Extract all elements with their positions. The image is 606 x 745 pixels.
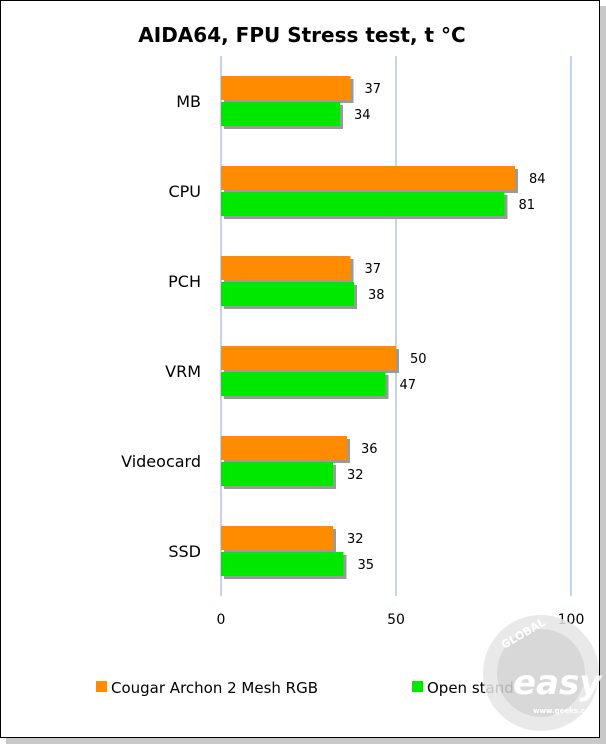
bar-cougar-videocard xyxy=(221,436,347,460)
bar-open-stand-pch xyxy=(221,282,354,306)
chart-title: AIDA64, FPU Stress test, t °C xyxy=(138,23,465,47)
bar-open-stand-mb xyxy=(221,102,340,126)
watermark-logo: GLOBAL easy www.geeks.com xyxy=(483,615,603,731)
bar-cougar-ssd xyxy=(221,526,333,550)
value-label-open-stand-ssd: 35 xyxy=(358,558,375,573)
legend: Cougar Archon 2 Mesh RGB Open stand xyxy=(96,679,514,697)
value-label-open-stand-vrm: 47 xyxy=(400,378,417,393)
value-label-cougar-videocard: 36 xyxy=(361,442,378,457)
watermark-url-text: www.geeks.com xyxy=(533,707,597,715)
legend-swatch-open-stand xyxy=(412,681,423,692)
category-label-mb: MB xyxy=(176,92,201,111)
value-label-cougar-vrm: 50 xyxy=(410,352,427,367)
category-label-videocard: Videocard xyxy=(121,452,201,471)
value-label-open-stand-pch: 38 xyxy=(368,288,385,303)
category-label-pch: PCH xyxy=(168,272,201,291)
bar-cougar-mb xyxy=(221,76,351,100)
bar-open-stand-vrm xyxy=(221,372,386,396)
watermark-inner-disc xyxy=(497,629,585,717)
bar-cougar-cpu xyxy=(221,166,515,190)
x-tick-label-50: 50 xyxy=(387,612,405,628)
legend-label-cougar: Cougar Archon 2 Mesh RGB xyxy=(111,679,318,697)
value-label-cougar-ssd: 32 xyxy=(347,532,364,547)
gridlines xyxy=(220,56,572,596)
value-label-cougar-mb: 37 xyxy=(365,82,382,97)
value-label-open-stand-cpu: 81 xyxy=(519,198,536,213)
category-labels: MB CPU PCH VRM Videocard SSD xyxy=(121,92,201,561)
bar-cougar-pch xyxy=(221,256,351,280)
value-label-cougar-pch: 37 xyxy=(365,262,382,277)
legend-swatch-cougar xyxy=(96,681,107,692)
bar-open-stand-videocard xyxy=(221,462,333,486)
category-label-cpu: CPU xyxy=(168,182,201,201)
value-label-open-stand-mb: 34 xyxy=(354,108,371,123)
bar-open-stand-cpu xyxy=(221,192,505,216)
watermark-easy-text: easy xyxy=(513,663,603,703)
category-label-vrm: VRM xyxy=(165,362,201,381)
category-label-ssd: SSD xyxy=(168,542,201,561)
value-label-open-stand-videocard: 32 xyxy=(347,468,364,483)
x-tick-label-0: 0 xyxy=(217,612,226,628)
bar-open-stand-ssd xyxy=(221,552,344,576)
value-label-cougar-cpu: 84 xyxy=(529,172,546,187)
bars: 37 34 84 81 37 38 50 47 36 32 32 35 xyxy=(221,76,546,579)
bar-cougar-vrm xyxy=(221,346,396,370)
